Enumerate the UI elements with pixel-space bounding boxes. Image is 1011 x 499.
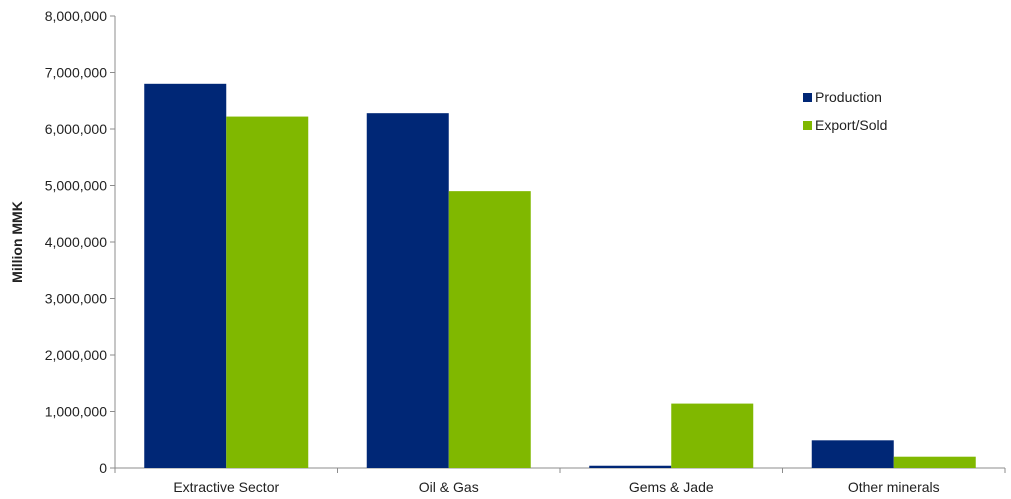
bar-production [589, 465, 672, 468]
bar-export-sold [226, 116, 309, 468]
y-tick-label: 8,000,000 [45, 8, 107, 24]
bar-production [366, 113, 449, 469]
bars [144, 83, 976, 469]
y-tick-label: 4,000,000 [45, 234, 107, 250]
bar-export-sold [671, 403, 754, 468]
legend: Production Export/Sold [803, 89, 887, 133]
bar-production [811, 440, 894, 468]
tick-labels: 0 1,000,000 2,000,000 3,000,000 4,000,000 5,0… [45, 8, 940, 495]
legend-swatch [803, 93, 812, 102]
x-tick-label: Gems & Jade [629, 479, 714, 494]
legend-label: Export/Sold [815, 117, 887, 133]
x-tick-label: Extractive Sector [173, 479, 279, 494]
y-axis-title: Million MMK [9, 201, 25, 283]
y-tick-label: 2,000,000 [45, 347, 107, 363]
y-tick-label: 3,000,000 [45, 291, 107, 307]
bar-export-sold [893, 456, 976, 468]
y-tick-label: 7,000,000 [45, 65, 107, 81]
x-tick-label: Oil & Gas [419, 479, 479, 494]
legend-label: Production [815, 89, 882, 105]
y-tick-label: 5,000,000 [45, 178, 107, 194]
x-tick-label: Other minerals [848, 479, 940, 494]
y-tick-label: 6,000,000 [45, 121, 107, 137]
y-tick-label: 1,000,000 [45, 404, 107, 420]
legend-swatch [803, 121, 812, 130]
y-tick-label: 0 [99, 460, 107, 476]
bar-production [144, 83, 227, 469]
bar-export-sold [448, 191, 531, 468]
